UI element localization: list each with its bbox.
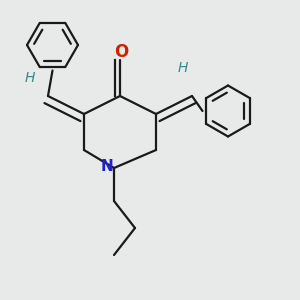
Text: H: H: [178, 61, 188, 74]
Text: N: N: [100, 159, 113, 174]
Text: H: H: [25, 71, 35, 85]
Text: O: O: [114, 44, 129, 62]
